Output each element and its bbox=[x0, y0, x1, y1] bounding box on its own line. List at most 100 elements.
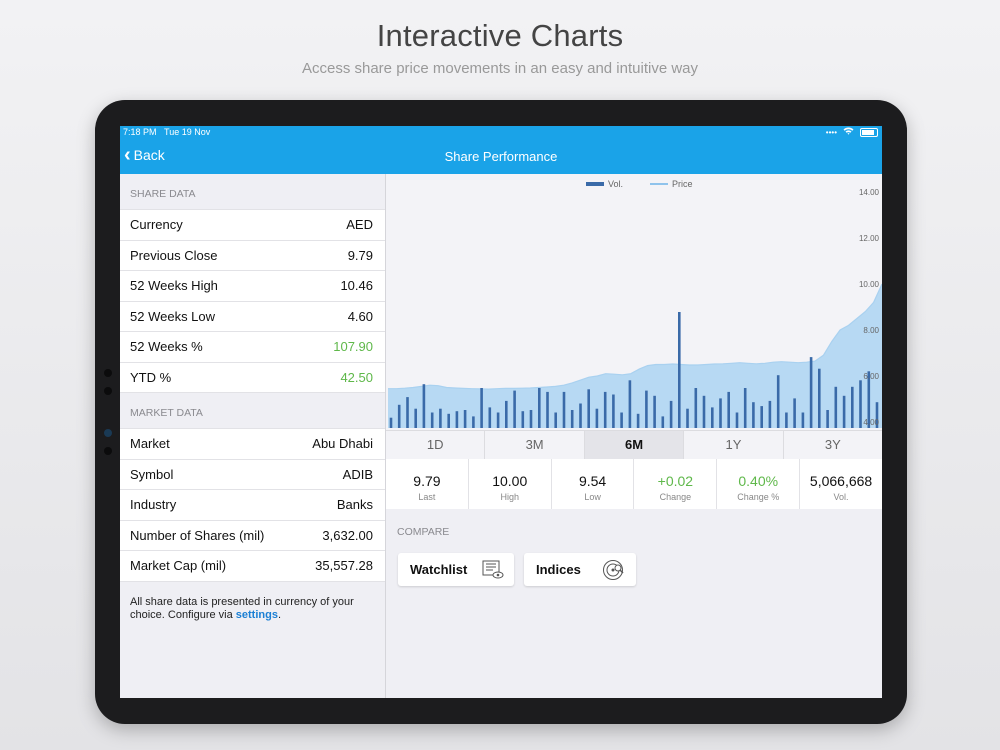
data-row: Number of Shares (mil) 3,632.00 bbox=[120, 520, 385, 551]
stat-cell: 10.00 High bbox=[469, 459, 552, 509]
market-data-header: MARKET DATA bbox=[130, 407, 203, 419]
device-side-button bbox=[104, 369, 112, 377]
volume-bar bbox=[447, 413, 450, 428]
stat-cell: 5,066,668 Vol. bbox=[800, 459, 882, 509]
stat-value: 0.40% bbox=[738, 473, 779, 489]
volume-bar bbox=[875, 402, 879, 428]
indices-disc-icon bbox=[602, 559, 626, 581]
chart-panel: 14.00 12.00 10.00 8.00 6.00 4.00 Vol. Price 1D 3… bbox=[386, 174, 882, 698]
signal-dots-icon: •••• bbox=[825, 127, 837, 137]
row-value: 107.90 bbox=[333, 339, 373, 355]
stat-cell: +0.02 Change bbox=[634, 459, 718, 509]
row-label: Number of Shares (mil) bbox=[130, 527, 265, 543]
market-data-list: Market Abu Dhabi Symbol ADIB Industry Banks Nu… bbox=[120, 428, 385, 582]
volume-bar bbox=[719, 398, 722, 428]
volume-bar bbox=[439, 408, 442, 428]
volume-bar bbox=[702, 395, 706, 428]
indices-button[interactable]: Indices bbox=[524, 553, 636, 586]
data-row: 52 Weeks % 107.90 bbox=[120, 332, 385, 363]
volume-bar bbox=[801, 412, 805, 428]
legend-price-label: Price bbox=[672, 179, 693, 189]
device-side-button bbox=[104, 387, 112, 395]
data-row: YTD % 42.50 bbox=[120, 362, 385, 393]
chevron-left-icon: ‹ bbox=[124, 144, 131, 166]
volume-bar bbox=[645, 390, 648, 428]
stat-label: High bbox=[500, 492, 519, 502]
volume-bar bbox=[603, 391, 607, 428]
stat-label: Low bbox=[584, 492, 601, 502]
share-data-list: Currency AED Previous Close 9.79 52 Weeks Hi… bbox=[120, 209, 385, 393]
volume-bar bbox=[538, 388, 541, 428]
volume-bar bbox=[842, 395, 846, 428]
volume-bar bbox=[760, 406, 763, 428]
row-label: 52 Weeks High bbox=[130, 278, 218, 294]
row-value: 10.46 bbox=[340, 278, 373, 294]
row-value: 4.60 bbox=[347, 308, 373, 324]
volume-bar bbox=[809, 357, 813, 428]
stat-cell: 9.79 Last bbox=[386, 459, 469, 509]
share-price-chart[interactable]: 14.00 12.00 10.00 8.00 6.00 4.00 Vol. Price bbox=[386, 174, 882, 430]
volume-bar bbox=[768, 400, 772, 428]
volume-bar bbox=[694, 388, 698, 428]
chart-canvas[interactable]: 14.00 12.00 10.00 8.00 6.00 4.00 Vol. Price bbox=[386, 174, 882, 430]
share-data-header: SHARE DATA bbox=[130, 188, 196, 200]
y-tick-label: 4.00 bbox=[863, 418, 879, 427]
data-row: Market Abu Dhabi bbox=[120, 429, 385, 460]
tab-3y[interactable]: 3Y bbox=[824, 437, 841, 452]
volume-bar bbox=[414, 408, 417, 428]
row-value: Abu Dhabi bbox=[312, 436, 373, 452]
device-side-button bbox=[104, 447, 112, 455]
volume-bar bbox=[834, 386, 838, 428]
data-row: Previous Close 9.79 bbox=[120, 240, 385, 271]
stat-value: 5,066,668 bbox=[809, 473, 873, 489]
data-row: Symbol ADIB bbox=[120, 459, 385, 490]
volume-bar bbox=[678, 312, 681, 428]
volume-bar bbox=[776, 375, 780, 428]
tab-3m[interactable]: 3M bbox=[485, 431, 585, 459]
volume-bar bbox=[472, 416, 475, 428]
tab-1y[interactable]: 1Y bbox=[684, 431, 784, 459]
volume-bar bbox=[430, 412, 434, 428]
back-button[interactable]: ‹ Back bbox=[124, 144, 165, 166]
legend-vol-label: Vol. bbox=[608, 179, 623, 189]
tab-1d[interactable]: 1D bbox=[386, 431, 486, 459]
tab-6m[interactable]: 6M bbox=[584, 431, 685, 459]
row-value: Banks bbox=[336, 497, 373, 513]
row-label: Market Cap (mil) bbox=[130, 558, 227, 574]
data-row: Market Cap (mil) 35,557.28 bbox=[120, 551, 385, 582]
volume-bar bbox=[587, 389, 590, 428]
compare-header: COMPARE bbox=[397, 526, 450, 538]
volume-bar bbox=[785, 412, 788, 428]
volume-bar bbox=[463, 410, 467, 428]
volume-bar bbox=[562, 391, 566, 428]
stat-value: 10.00 bbox=[492, 473, 528, 489]
status-time: 7:18 PM Tue 19 Nov bbox=[123, 127, 211, 137]
legend-price-swatch bbox=[650, 183, 668, 185]
battery-icon bbox=[860, 127, 878, 137]
volume-bar bbox=[546, 391, 549, 428]
volume-bar bbox=[636, 413, 640, 428]
volume-bar bbox=[752, 402, 755, 428]
y-tick-label: 14.00 bbox=[859, 188, 880, 197]
volume-bar bbox=[628, 380, 632, 428]
range-tabs: 1D 3M 6M 1Y 3Y bbox=[386, 430, 882, 460]
y-tick-label: 12.00 bbox=[859, 234, 880, 243]
volume-bar bbox=[389, 417, 393, 428]
settings-link[interactable]: settings bbox=[235, 608, 278, 621]
data-row: 52 Weeks Low 4.60 bbox=[120, 301, 385, 332]
data-row: Industry Banks bbox=[120, 490, 385, 521]
volume-bar bbox=[521, 411, 525, 428]
price-line bbox=[388, 283, 882, 390]
volume-bar bbox=[513, 390, 516, 428]
watchlist-button[interactable]: Watchlist bbox=[398, 553, 514, 586]
row-value: ADIB bbox=[342, 466, 373, 482]
volume-bar bbox=[455, 411, 459, 428]
volume-bar bbox=[406, 397, 409, 428]
volume-bar bbox=[529, 410, 533, 428]
stat-cell: 9.54 Low bbox=[552, 459, 635, 509]
hero-subtitle: Access share price movements in an easy … bbox=[301, 60, 699, 77]
stat-label: Last bbox=[418, 492, 436, 502]
legend-vol-swatch bbox=[586, 182, 604, 186]
row-label: 52 Weeks Low bbox=[130, 308, 216, 324]
volume-bar bbox=[735, 412, 739, 428]
